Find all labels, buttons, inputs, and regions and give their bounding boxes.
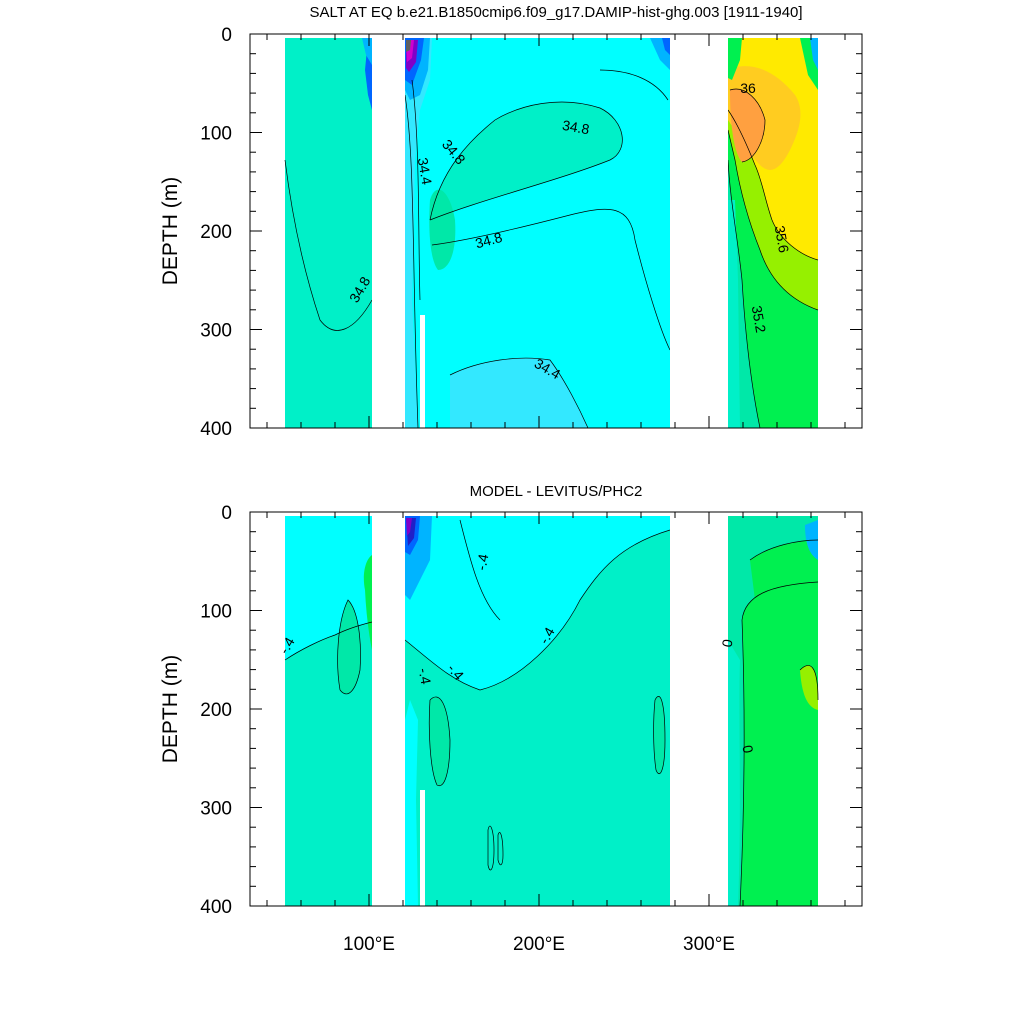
y-tick-label: 0 bbox=[221, 25, 232, 46]
salt-pacific-island-gap bbox=[420, 315, 425, 428]
salt-pacific-east-front-2 bbox=[662, 38, 670, 55]
diff-atlantic-green bbox=[740, 582, 818, 906]
salt-contour-line bbox=[449, 357, 589, 429]
x-tick-label: 200°E bbox=[513, 934, 565, 955]
salt-atlantic-west-boundary bbox=[728, 200, 740, 428]
salt-contour-line bbox=[599, 69, 669, 101]
panel-diff-plot bbox=[250, 512, 862, 907]
diff-atlantic-upper-green bbox=[750, 540, 818, 600]
y-tick-label: 400 bbox=[200, 419, 232, 440]
diff-indian-anomaly bbox=[337, 600, 361, 694]
x-tick-label: 300°E bbox=[683, 934, 735, 955]
salt-contour-line bbox=[729, 88, 766, 163]
panel-diff-y-axis-title: DEPTH (m) bbox=[159, 655, 182, 764]
panel-salt-title: SALT AT EQ b.e21.B1850cmip6.f09_g17.DAMI… bbox=[309, 4, 802, 21]
salt-contour-label: 34.4 bbox=[415, 156, 436, 186]
salt-pacific-deep-fresh bbox=[450, 358, 588, 428]
y-tick-label: 400 bbox=[200, 897, 232, 918]
diff-indian-deep bbox=[285, 622, 372, 906]
diff-contour-line bbox=[749, 539, 819, 561]
diff-contour-line bbox=[404, 529, 671, 691]
salt-pacific-west-core bbox=[429, 189, 456, 270]
panel-salt: SALT AT EQ b.e21.B1850cmip6.f09_g17.DAMI… bbox=[159, 4, 863, 440]
salt-contour-label: 36 bbox=[740, 80, 756, 96]
salt-contour-line bbox=[727, 129, 819, 311]
salt-contour-line bbox=[404, 94, 419, 429]
x-tick-label: 100°E bbox=[343, 934, 395, 955]
salt-atlantic-west-green bbox=[728, 38, 742, 80]
y-tick-label: 300 bbox=[200, 321, 232, 342]
diff-contour-line bbox=[653, 696, 666, 775]
salt-contour-label: 34.8 bbox=[473, 229, 504, 252]
diff-atlantic-anomaly bbox=[800, 665, 818, 710]
salt-contour-label: 35.2 bbox=[749, 304, 770, 334]
diff-contour-line bbox=[428, 696, 451, 787]
diff-contour-label: -.4 bbox=[416, 667, 435, 686]
salt-atlantic-east-front bbox=[810, 38, 818, 70]
salt-indian-basin bbox=[285, 38, 372, 428]
diff-contour-line bbox=[497, 832, 504, 866]
y-tick-label: 200 bbox=[200, 700, 232, 721]
diff-contour-line bbox=[739, 581, 819, 907]
salt-contour-label: 34.8 bbox=[561, 117, 591, 138]
y-tick-label: 300 bbox=[200, 799, 232, 820]
y-tick-label: 100 bbox=[200, 602, 232, 623]
diff-contour-line bbox=[459, 519, 501, 621]
salt-contour-line bbox=[284, 159, 373, 331]
diff-contour-label: 0 bbox=[719, 638, 736, 649]
diff-contour-label: -.4 bbox=[473, 552, 492, 571]
diff-contour-label: 0 bbox=[739, 744, 756, 755]
salt-contour-line bbox=[431, 209, 671, 351]
salt-pacific-high-core bbox=[430, 101, 623, 220]
diff-pacific-deep bbox=[405, 530, 670, 906]
salt-pacific-west-fresh bbox=[405, 38, 432, 428]
diff-contour-line bbox=[487, 825, 495, 871]
y-tick-label: 200 bbox=[200, 222, 232, 243]
salt-land-maritime-continent bbox=[372, 38, 405, 428]
salt-contour-line bbox=[727, 159, 761, 429]
panel-diff: MODEL - LEVITUS/PHC2 bbox=[159, 483, 863, 955]
panel-diff-axes: 100°E 200°E 300°E 0 100 200 300 400 bbox=[200, 503, 862, 955]
diff-land-south-america bbox=[670, 516, 728, 906]
salt-contour-line bbox=[727, 109, 819, 261]
y-tick-label: 0 bbox=[221, 503, 232, 524]
diff-atlantic-west-boundary bbox=[728, 640, 740, 906]
diff-contour-label: -.4 bbox=[536, 624, 558, 646]
diff-contour-line bbox=[799, 665, 819, 701]
diff-pacific-west-anomaly bbox=[429, 696, 450, 786]
salt-contour-line bbox=[411, 79, 421, 301]
diff-pacific-west-boundary bbox=[405, 700, 418, 906]
salt-land-south-america bbox=[670, 38, 728, 428]
panel-diff-title: MODEL - LEVITUS/PHC2 bbox=[470, 483, 643, 500]
salt-pacific-warm-pool-grey bbox=[406, 40, 411, 52]
diff-indian-east-anomaly bbox=[363, 555, 372, 650]
panel-salt-axes: 0 100 200 300 400 bbox=[200, 25, 862, 440]
diff-pacific-east-anomaly bbox=[653, 696, 665, 774]
diff-contour-line bbox=[284, 621, 373, 661]
panel-salt-plot bbox=[250, 34, 862, 429]
diff-pacific-island-gap bbox=[420, 790, 425, 906]
diff-pacific-warm-pool-purple bbox=[406, 518, 412, 536]
diff-contour-line bbox=[337, 599, 361, 695]
salt-contour-line bbox=[429, 101, 623, 221]
y-tick-label: 100 bbox=[200, 124, 232, 145]
diff-contour-label: -.4 bbox=[276, 634, 298, 656]
salt-atlantic-orange bbox=[730, 89, 765, 162]
salt-contour-label: 35.6 bbox=[772, 224, 793, 254]
diff-land-maritime-continent bbox=[372, 516, 405, 906]
panel-salt-y-axis-title: DEPTH (m) bbox=[159, 177, 182, 286]
